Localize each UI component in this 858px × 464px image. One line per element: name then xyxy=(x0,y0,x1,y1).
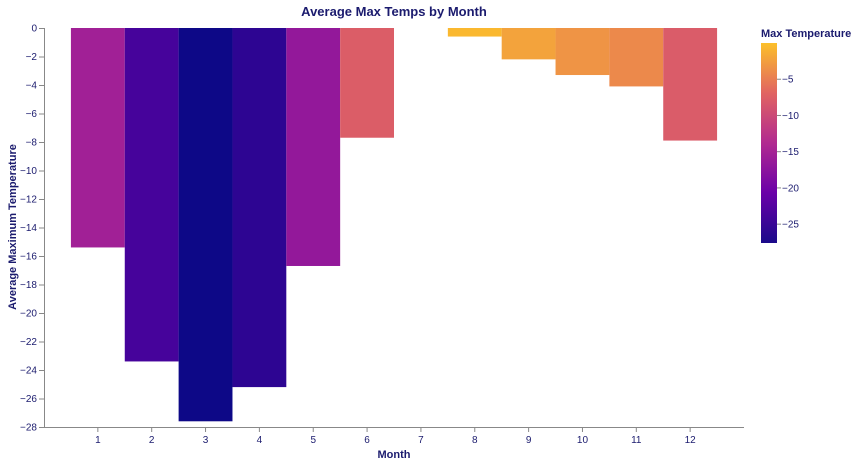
x-tick-label: 4 xyxy=(257,435,263,446)
bar-month-11 xyxy=(609,28,663,86)
bar-month-12 xyxy=(663,28,717,141)
y-tick-label: −14 xyxy=(20,223,37,234)
x-tick-label: 2 xyxy=(149,435,155,446)
x-tick-label: 9 xyxy=(526,435,532,446)
x-tick-label: 11 xyxy=(631,435,642,446)
y-tick-label: −12 xyxy=(20,195,37,206)
x-tick-label: 3 xyxy=(203,435,209,446)
x-tick-label: 7 xyxy=(418,435,424,446)
legend-title: Max Temperature xyxy=(761,28,851,40)
x-tick-label: 10 xyxy=(577,435,589,446)
x-tick-label: 5 xyxy=(310,435,316,446)
legend-ticks: −5 −10 −15 −20 −25 xyxy=(777,75,799,231)
y-axis-title: Average Maximum Temperature xyxy=(7,144,19,310)
y-tick-label: −24 xyxy=(20,366,37,377)
y-tick-label: −20 xyxy=(20,309,37,320)
bar-month-4 xyxy=(232,28,286,387)
bar-month-1 xyxy=(71,28,125,247)
plot-area: 0−2−4−6−8−10−12−14−16−18−20−22−24−26−28 … xyxy=(20,24,744,447)
y-tick-label: −10 xyxy=(20,166,37,177)
bars-group xyxy=(71,28,717,421)
x-tick-label: 8 xyxy=(472,435,478,446)
y-tick-label: 0 xyxy=(31,24,37,35)
y-tick-label: −2 xyxy=(26,52,38,63)
y-tick-label: −28 xyxy=(20,423,37,434)
x-tick-label: 1 xyxy=(95,435,101,446)
bar-month-2 xyxy=(125,28,179,361)
y-tick-label: −26 xyxy=(20,394,37,405)
y-tick-label: −22 xyxy=(20,337,37,348)
bar-month-3 xyxy=(179,28,233,421)
y-tick-label: −4 xyxy=(26,81,38,92)
legend-gradient-bar xyxy=(761,43,777,243)
legend-tick-label: −5 xyxy=(782,75,794,86)
bar-month-8 xyxy=(448,28,502,37)
chart-title: Average Max Temps by Month xyxy=(301,4,487,19)
legend-tick-label: −15 xyxy=(782,147,799,158)
legend-tick-label: −10 xyxy=(782,111,799,122)
legend-tick-label: −20 xyxy=(782,183,799,194)
bar-month-10 xyxy=(556,28,610,75)
x-axis-title: Month xyxy=(378,449,411,461)
bar-month-9 xyxy=(502,28,556,59)
legend-tick-label: −25 xyxy=(782,220,799,231)
x-tick-label: 6 xyxy=(364,435,370,446)
y-tick-label: −18 xyxy=(20,280,37,291)
y-tick-label: −16 xyxy=(20,252,37,263)
bar-month-5 xyxy=(286,28,340,266)
y-tick-label: −8 xyxy=(26,138,38,149)
y-axis-ticks: 0 −2 −4 −6 −8 −10 −12 −14 −16 −18 −20 −22 −24 −26 −28 xyxy=(20,24,44,434)
x-axis-ticks: 1 2 3 4 5 6 7 8 9 10 11 12 xyxy=(95,427,696,446)
y-tick-label: −6 xyxy=(26,109,38,120)
bar-month-6 xyxy=(340,28,394,138)
color-legend: Max Temperature −5 −10 −15 −20 −25 xyxy=(761,28,851,243)
x-tick-label: 12 xyxy=(685,435,697,446)
